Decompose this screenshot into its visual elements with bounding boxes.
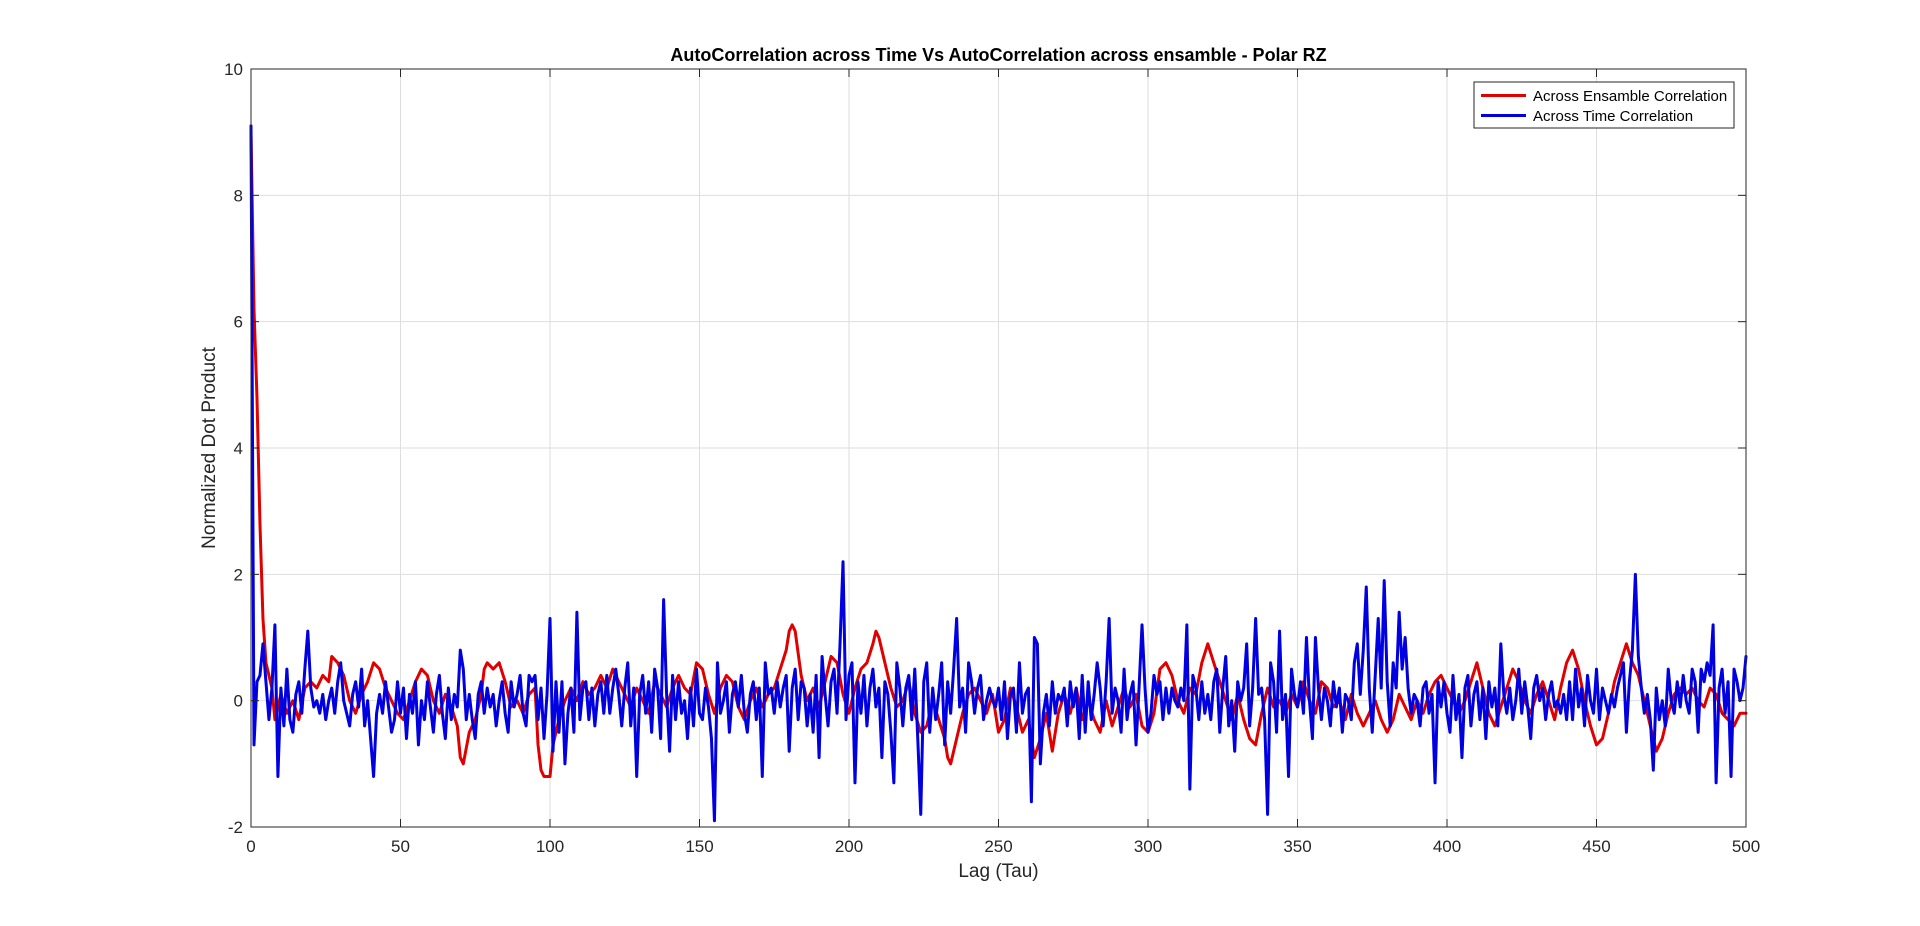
x-tick-label-50: 50: [391, 837, 410, 856]
x-tick-label-100: 100: [536, 837, 564, 856]
x-tick-label-350: 350: [1283, 837, 1311, 856]
y-tick-label-6: 6: [234, 313, 243, 332]
x-tick-label-300: 300: [1134, 837, 1162, 856]
y-tick-label-4: 4: [234, 439, 243, 458]
legend-label-time: Across Time Correlation: [1533, 108, 1693, 125]
x-tick-label-500: 500: [1732, 837, 1760, 856]
legend: Across Ensamble Correlation Across Time …: [1473, 81, 1735, 129]
y-tick-label-8: 8: [234, 186, 243, 205]
x-tick-label-450: 450: [1582, 837, 1610, 856]
x-tick-label-150: 150: [685, 837, 713, 856]
legend-box: [1473, 81, 1735, 129]
y-tick-label-2: 2: [234, 565, 243, 584]
x-tick-label-400: 400: [1433, 837, 1461, 856]
plot-lines: [249, 124, 1748, 823]
chart-title: AutoCorrelation across Time Vs AutoCorre…: [670, 45, 1326, 65]
y-axis-label: Normalized Dot Product: [199, 346, 220, 548]
y-tick-label-10: 10: [224, 60, 243, 79]
x-tick-label-200: 200: [835, 837, 863, 856]
x-tick-label-0: 0: [246, 837, 255, 856]
x-axis-label: Lag (Tau): [958, 861, 1038, 882]
legend-label-ensamble: Across Ensamble Correlation: [1533, 88, 1727, 105]
x-tick-label-250: 250: [984, 837, 1012, 856]
y-tick-label-0: 0: [234, 692, 243, 711]
y-tick-label--2: -2: [228, 818, 243, 837]
series-line-1: [249, 124, 1748, 823]
